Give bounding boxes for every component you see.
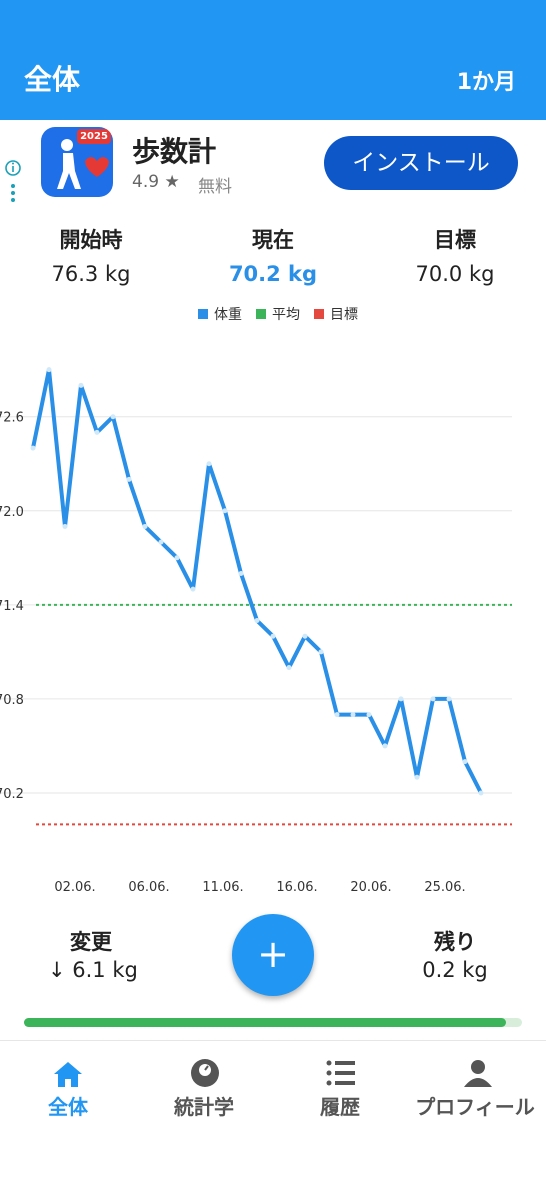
data-point: [334, 712, 340, 718]
ad-app-icon[interactable]: 2025: [41, 127, 113, 197]
weight-chart: 体重 平均 目標 72.6 72.0 71.4 70.8 70.2 02.06. 06.06. 11…: [0, 307, 512, 895]
ad-info[interactable]: [4, 158, 24, 204]
data-point: [366, 712, 372, 718]
stat-value: 76.3 kg: [51, 262, 131, 286]
icon-art: [57, 139, 109, 189]
history-icon[interactable]: [325, 1059, 357, 1087]
progress-bar: [24, 1018, 522, 1027]
legend-label: 平均: [272, 307, 300, 323]
legend-label: 目標: [330, 307, 358, 323]
profile-icon[interactable]: [462, 1057, 494, 1089]
change-value: ↓ 6.1 kg: [48, 958, 138, 982]
data-point: [174, 555, 180, 561]
data-point: [222, 508, 228, 514]
data-point: [110, 414, 116, 420]
nav-item[interactable]: 履歴: [320, 1095, 360, 1119]
bottom-nav: 全体 統計学 履歴 プロフィール: [0, 1040, 546, 1131]
x-tick-label: 06.06.: [128, 880, 169, 895]
data-point: [430, 696, 436, 702]
data-point: [478, 790, 484, 796]
data-point: [206, 461, 212, 467]
data-point: [94, 429, 100, 435]
data-point: [302, 633, 308, 639]
nav-item[interactable]: 統計学: [174, 1095, 234, 1119]
x-tick-label: 11.06.: [202, 880, 243, 895]
data-point: [398, 696, 404, 702]
data-point: [78, 382, 84, 388]
data-point: [190, 586, 196, 592]
data-point: [238, 570, 244, 576]
add-button[interactable]: +: [232, 914, 314, 996]
stat-current: 現在 70.2 kg: [182, 224, 364, 286]
stat-goal: 目標 70.0 kg: [364, 224, 546, 286]
legend-label: 体重: [214, 307, 242, 323]
stat-value: 70.0 kg: [415, 262, 495, 286]
y-tick-label: 70.8: [0, 693, 24, 708]
data-point: [126, 476, 132, 482]
data-point: [62, 523, 68, 529]
legend-swatch: [314, 309, 324, 319]
y-tick-label: 71.4: [0, 599, 24, 614]
ad-app-name: 歩数計: [132, 135, 217, 168]
data-point: [318, 649, 324, 655]
data-point: [382, 743, 388, 749]
install-button[interactable]: インストール: [324, 136, 518, 190]
period-selector[interactable]: 1か月: [456, 70, 516, 95]
remaining-value: 0.2 kg: [422, 958, 488, 982]
ad-price: 無料: [198, 177, 232, 197]
data-point: [254, 618, 260, 624]
change-label: 変更: [70, 930, 112, 954]
x-tick-label: 20.06.: [350, 880, 391, 895]
data-point: [142, 523, 148, 529]
stats-icon[interactable]: [189, 1057, 221, 1089]
data-point: [270, 633, 276, 639]
data-point: [286, 665, 292, 671]
stat-label: 現在: [252, 228, 294, 252]
progress-fill: [24, 1018, 506, 1027]
data-point: [46, 367, 52, 373]
data-point: [30, 445, 36, 451]
screen-title: 全体: [24, 63, 81, 96]
legend-swatch: [198, 309, 208, 319]
remaining-label: 残り: [434, 930, 476, 954]
ad-rating: 4.9 ★: [132, 172, 180, 192]
data-point: [446, 696, 452, 702]
home-icon[interactable]: [52, 1059, 84, 1089]
nav-item[interactable]: プロフィール: [415, 1095, 535, 1119]
y-tick-label: 72.6: [0, 411, 24, 426]
stat-label: 目標: [434, 228, 476, 252]
y-tick-label: 72.0: [0, 505, 24, 520]
icon-badge: 2025: [77, 129, 111, 144]
x-tick-label: 25.06.: [424, 880, 465, 895]
stat-label: 開始時: [59, 228, 123, 252]
x-tick-label: 16.06.: [276, 880, 317, 895]
weight-line: [31, 367, 483, 794]
x-tick-label: 02.06.: [54, 880, 95, 895]
nav-item[interactable]: 全体: [48, 1095, 88, 1119]
data-point: [350, 712, 356, 718]
app-bar: 全体 1か月: [0, 0, 546, 120]
stat-value: 70.2 kg: [228, 262, 318, 286]
data-point: [414, 774, 420, 780]
data-point: [158, 539, 164, 545]
data-point: [462, 759, 468, 765]
legend-swatch: [256, 309, 266, 319]
stat-start: 開始時 76.3 kg: [0, 224, 182, 286]
y-tick-label: 70.2: [0, 787, 24, 802]
